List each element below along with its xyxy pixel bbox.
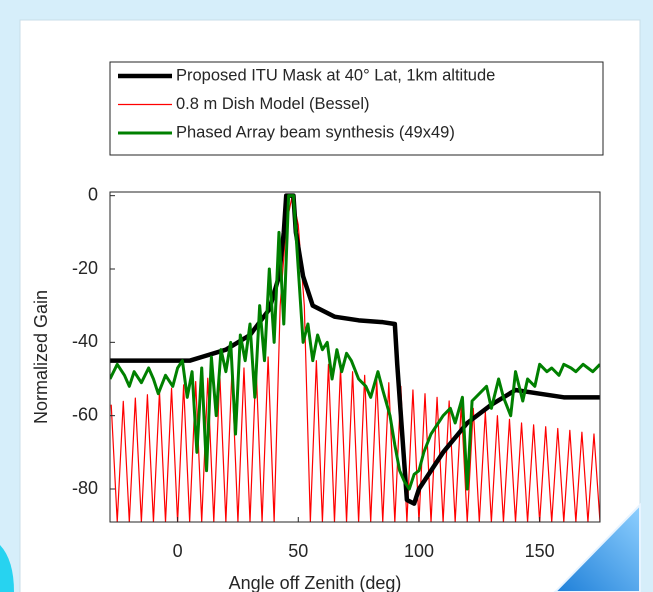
y-tick-label: 0 bbox=[88, 184, 98, 204]
legend-label: 0.8 m Dish Model (Bessel) bbox=[176, 95, 369, 113]
x-tick-label: 100 bbox=[404, 541, 434, 561]
legend-label: Proposed ITU Mask at 40° Lat, 1km altitu… bbox=[176, 66, 495, 84]
legend: Proposed ITU Mask at 40° Lat, 1km altitu… bbox=[109, 61, 604, 156]
legend-label: Phased Array beam synthesis (49x49) bbox=[176, 123, 455, 141]
marks bbox=[110, 193, 600, 522]
y-axis-label: Normalized Gain bbox=[31, 290, 51, 424]
x-axis-label: Angle off Zenith (deg) bbox=[229, 573, 402, 592]
x-tick-label: 50 bbox=[288, 541, 308, 561]
plot-area bbox=[110, 192, 600, 522]
decoration bbox=[553, 502, 641, 592]
legend-box bbox=[109, 61, 604, 156]
x-tick-label: 0 bbox=[173, 541, 183, 561]
y-tick-label: -60 bbox=[72, 404, 98, 424]
series-line bbox=[110, 195, 600, 522]
y-tick-label: -80 bbox=[72, 478, 98, 498]
y-tick-label: -20 bbox=[72, 258, 98, 278]
axes-box bbox=[109, 191, 601, 523]
series-line bbox=[110, 194, 600, 491]
x-tick-label: 150 bbox=[525, 541, 555, 561]
y-tick-label: -40 bbox=[72, 331, 98, 351]
decoration bbox=[0, 545, 14, 592]
